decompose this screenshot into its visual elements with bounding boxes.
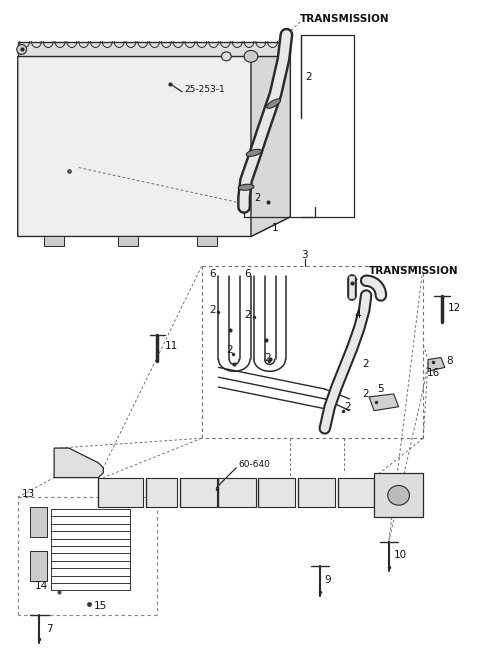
Polygon shape	[251, 56, 290, 236]
Text: 7: 7	[46, 624, 53, 634]
Text: 2: 2	[345, 401, 351, 412]
Polygon shape	[369, 394, 398, 411]
Polygon shape	[197, 236, 216, 246]
Text: 2: 2	[362, 389, 369, 399]
Polygon shape	[30, 552, 47, 581]
Polygon shape	[374, 473, 423, 517]
Polygon shape	[337, 478, 374, 507]
Polygon shape	[180, 478, 216, 507]
Polygon shape	[54, 448, 103, 478]
Text: 14: 14	[35, 581, 48, 591]
Text: 2: 2	[254, 193, 260, 203]
Text: 16: 16	[427, 368, 441, 379]
Ellipse shape	[238, 184, 254, 190]
Text: 60-640: 60-640	[238, 461, 270, 469]
Polygon shape	[98, 478, 143, 507]
Ellipse shape	[17, 45, 26, 54]
Text: 15: 15	[94, 600, 107, 611]
Text: 2: 2	[210, 305, 216, 316]
Polygon shape	[18, 56, 290, 236]
Ellipse shape	[246, 150, 262, 156]
Polygon shape	[218, 478, 256, 507]
Text: 6: 6	[210, 269, 216, 279]
Polygon shape	[18, 41, 290, 56]
Text: TRANSMISSION: TRANSMISSION	[369, 266, 459, 276]
Text: 9: 9	[325, 575, 331, 585]
Text: TRANSMISSION: TRANSMISSION	[300, 14, 390, 24]
Text: 3: 3	[301, 250, 308, 260]
Text: 13: 13	[22, 489, 35, 499]
Text: 6: 6	[244, 269, 251, 279]
Ellipse shape	[266, 99, 281, 108]
Text: 1: 1	[272, 222, 279, 233]
Text: 11: 11	[164, 340, 178, 351]
Polygon shape	[428, 358, 445, 371]
Ellipse shape	[388, 485, 409, 505]
Text: 2: 2	[362, 359, 369, 369]
Text: 8: 8	[446, 356, 453, 367]
Text: 2: 2	[264, 352, 270, 363]
Polygon shape	[145, 478, 177, 507]
Text: 10: 10	[394, 550, 407, 560]
Polygon shape	[30, 507, 47, 537]
Polygon shape	[44, 236, 64, 246]
Polygon shape	[298, 478, 335, 507]
Text: 2: 2	[305, 72, 312, 82]
Text: 12: 12	[448, 303, 461, 314]
Text: 2: 2	[244, 310, 251, 320]
Text: 2: 2	[227, 344, 233, 355]
Polygon shape	[118, 236, 138, 246]
Text: 5: 5	[377, 384, 384, 394]
Text: 4: 4	[354, 310, 361, 320]
Text: 25-253-1: 25-253-1	[184, 85, 225, 94]
Ellipse shape	[221, 52, 231, 61]
Polygon shape	[258, 478, 295, 507]
Ellipse shape	[244, 51, 258, 62]
